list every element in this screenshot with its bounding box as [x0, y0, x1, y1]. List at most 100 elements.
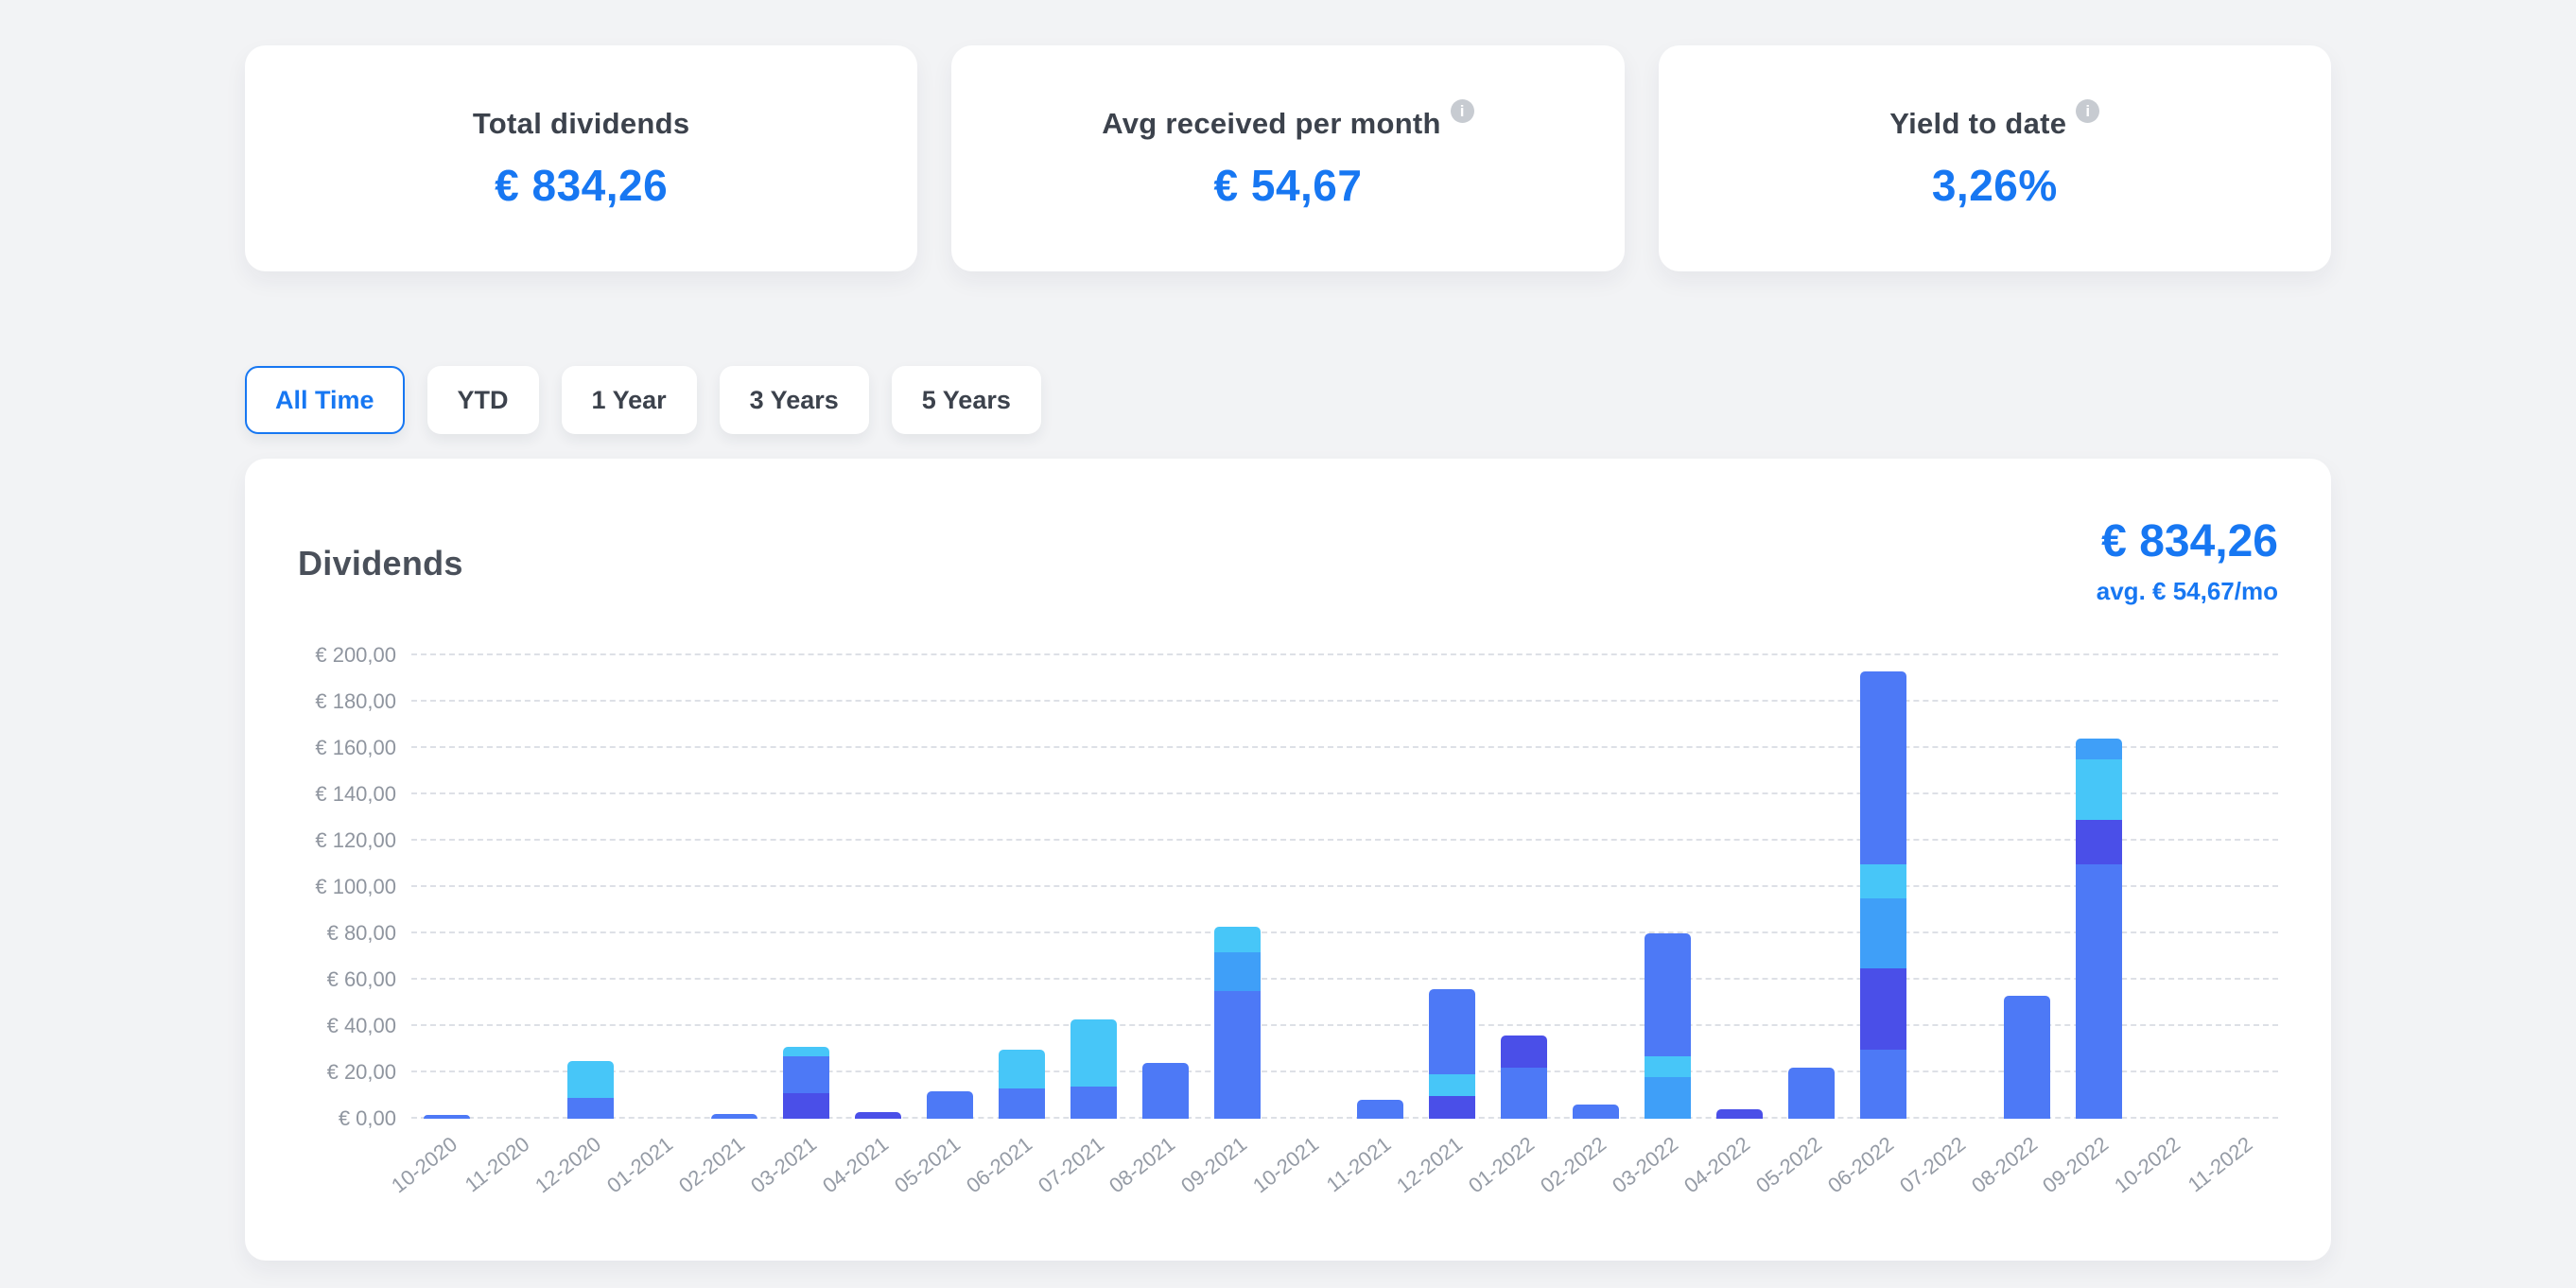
bar-segment	[1645, 1076, 1692, 1119]
plot-area	[411, 653, 2278, 1119]
bar-segment	[1859, 671, 1906, 864]
bar-04-2021[interactable]	[843, 655, 914, 1119]
filter-all-time[interactable]: All Time	[245, 366, 405, 434]
bar-segment	[2003, 996, 2050, 1119]
bar-segment	[2075, 819, 2122, 864]
bar-10-2021[interactable]	[1273, 655, 1345, 1119]
bar-09-2022[interactable]	[2063, 655, 2134, 1119]
filter-ytd[interactable]: YTD	[426, 366, 539, 434]
stat-title: Total dividends	[473, 107, 690, 141]
bar-segment	[1645, 1055, 1692, 1077]
bar-segment	[998, 1088, 1045, 1119]
bar-segment	[1787, 1068, 1835, 1119]
y-tick-label: € 200,00	[315, 643, 396, 667]
stacked-bar	[854, 1111, 901, 1119]
bar-11-2020[interactable]	[483, 655, 555, 1119]
stat-title-text: Yield to date	[1889, 106, 2067, 140]
stat-title-text: Total dividends	[472, 106, 690, 140]
bar-08-2021[interactable]	[1129, 655, 1201, 1119]
time-range-filters: All Time YTD 1 Year 3 Years 5 Years	[245, 366, 2331, 434]
bar-02-2022[interactable]	[1560, 655, 1632, 1119]
bar-segment	[567, 1097, 615, 1119]
stacked-bar	[1070, 1018, 1117, 1119]
y-tick-label: € 120,00	[315, 828, 396, 852]
bar-09-2021[interactable]	[1201, 655, 1273, 1119]
bar-segment	[1645, 933, 1692, 1056]
info-icon[interactable]: i	[1450, 98, 1474, 123]
chart-avg-value: avg. € 54,67/mo	[2096, 577, 2278, 605]
chart-header: Dividends € 834,26 avg. € 54,67/mo	[298, 515, 2278, 606]
bar-segment	[1501, 1068, 1548, 1119]
bar-segment	[2075, 739, 2122, 760]
bar-segment	[1859, 1049, 1906, 1119]
bar-06-2021[interactable]	[985, 655, 1057, 1119]
y-tick-label: € 140,00	[315, 782, 396, 806]
bar-03-2021[interactable]	[771, 655, 843, 1119]
x-tick-11-2022: 11-2022	[2183, 1132, 2257, 1197]
bar-segment	[1070, 1086, 1117, 1119]
stacked-bar	[1501, 1035, 1548, 1119]
bar-03-2022[interactable]	[1632, 655, 1704, 1119]
gridline	[411, 1070, 2278, 1072]
bar-07-2022[interactable]	[1919, 655, 1991, 1119]
dividends-chart-card: Dividends € 834,26 avg. € 54,67/mo € 0,0…	[245, 459, 2331, 1261]
gridline	[411, 931, 2278, 933]
bar-segment	[711, 1114, 758, 1119]
chart-region: € 0,00 € 20,00 € 40,00 € 60,00 € 80,00 € 100,…	[298, 643, 2278, 1232]
bar-10-2020[interactable]	[411, 655, 483, 1119]
bar-11-2021[interactable]	[1345, 655, 1417, 1119]
chart-summary: € 834,26 avg. € 54,67/mo	[2097, 515, 2278, 606]
stat-value: € 54,67	[1213, 160, 1363, 210]
info-icon[interactable]: i	[2076, 98, 2100, 123]
bar-08-2022[interactable]	[1991, 655, 2063, 1119]
bar-05-2021[interactable]	[914, 655, 985, 1119]
gridline	[411, 746, 2278, 748]
gridline	[411, 839, 2278, 841]
stat-title-text: Avg received per month	[1102, 106, 1441, 140]
bar-segment	[1429, 1095, 1476, 1119]
stacked-bar	[1357, 1100, 1404, 1119]
stacked-bar	[424, 1115, 471, 1119]
stacked-bar	[998, 1049, 1045, 1119]
bar-segment	[1070, 1018, 1117, 1087]
bar-segment	[1859, 967, 1906, 1050]
bar-segment	[1859, 863, 1906, 899]
gridline	[411, 885, 2278, 887]
y-tick-label: € 20,00	[326, 1060, 396, 1084]
chart-title: Dividends	[298, 544, 463, 583]
stats-row: Total dividends € 834,26 Avg received pe…	[245, 45, 2331, 271]
bar-11-2022[interactable]	[2206, 655, 2278, 1119]
bar-05-2022[interactable]	[1776, 655, 1848, 1119]
bar-01-2022[interactable]	[1488, 655, 1560, 1119]
stacked-bar	[2075, 739, 2122, 1119]
stacked-bar	[1573, 1105, 1620, 1119]
stacked-bar	[1787, 1068, 1835, 1119]
bar-04-2022[interactable]	[1704, 655, 1776, 1119]
filter-3-years[interactable]: 3 Years	[719, 366, 869, 434]
bar-10-2022[interactable]	[2134, 655, 2206, 1119]
bar-12-2020[interactable]	[555, 655, 627, 1119]
gridline	[411, 1024, 2278, 1026]
gridline	[411, 978, 2278, 980]
y-tick-label: € 80,00	[326, 921, 396, 945]
bar-06-2022[interactable]	[1847, 655, 1919, 1119]
bar-07-2021[interactable]	[1057, 655, 1129, 1119]
bar-segment	[783, 1055, 830, 1094]
bar-segment	[1141, 1063, 1189, 1119]
bar-02-2021[interactable]	[699, 655, 771, 1119]
stat-card-yield-to-date: Yield to date i 3,26%	[1658, 45, 2331, 271]
stacked-bar	[1716, 1109, 1764, 1119]
y-tick-label: € 160,00	[315, 736, 396, 759]
bar-12-2021[interactable]	[1417, 655, 1488, 1119]
stat-title: Yield to date i	[1889, 98, 2100, 141]
filter-1-year[interactable]: 1 Year	[561, 366, 697, 434]
bar-segment	[1716, 1109, 1764, 1119]
stacked-bar	[1141, 1063, 1189, 1119]
dashboard: Total dividends € 834,26 Avg received pe…	[245, 0, 2331, 1261]
bar-01-2021[interactable]	[627, 655, 699, 1119]
filter-5-years[interactable]: 5 Years	[891, 366, 1041, 434]
y-tick-label: € 180,00	[315, 689, 396, 713]
bar-segment	[2075, 863, 2122, 1119]
y-tick-label: € 100,00	[315, 875, 396, 898]
bar-segment	[1429, 988, 1476, 1075]
